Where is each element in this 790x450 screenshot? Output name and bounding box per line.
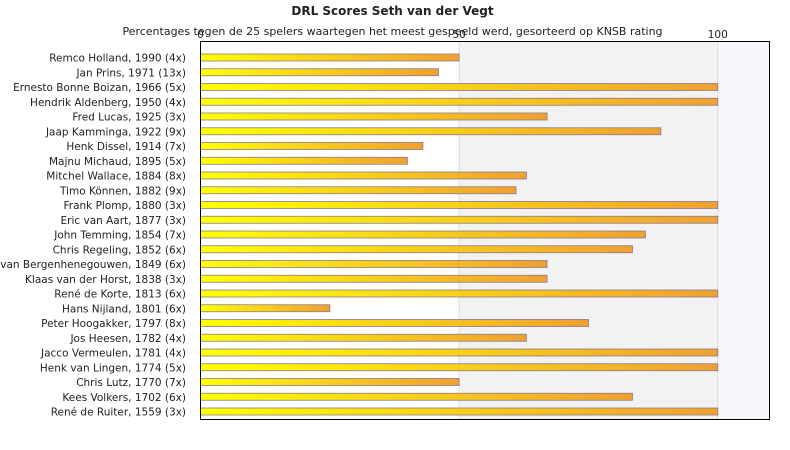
category-label: Jos Heesen, 1782 (4x) — [69, 333, 186, 345]
category-label: Jan Prins, 1971 (13x) — [75, 67, 186, 79]
bar — [200, 289, 719, 298]
category-label: Henk van Lingen, 1774 (5x) — [40, 362, 186, 374]
category-label: Timo Können, 1882 (9x) — [59, 185, 186, 197]
category-label: Hans Nijland, 1801 (6x) — [62, 303, 186, 315]
category-label: Wim van Bergenhenegouwen, 1849 (6x) — [0, 259, 186, 271]
category-label: Ernesto Bonne Boizan, 1966 (5x) — [13, 82, 186, 94]
bar — [200, 112, 548, 121]
chart-subtitle: Percentages tegen de 25 spelers waartege… — [122, 25, 663, 38]
bar — [200, 230, 646, 239]
category-label: Remco Holland, 1990 (4x) — [49, 53, 186, 65]
category-label: René de Ruiter, 1559 (3x) — [51, 407, 186, 419]
bar — [200, 215, 719, 224]
bar — [200, 53, 460, 62]
x-tick-label: 50 — [452, 29, 465, 41]
bar — [200, 83, 719, 91]
chart-title: DRL Scores Seth van der Vegt — [291, 4, 494, 18]
bar — [200, 260, 548, 268]
bar — [200, 142, 424, 150]
category-label: Kees Volkers, 1702 (6x) — [62, 392, 186, 404]
bar — [200, 156, 408, 165]
bar — [200, 97, 719, 106]
bar — [200, 348, 719, 357]
category-label: Jacco Vermeulen, 1781 (4x) — [40, 348, 186, 360]
bar — [200, 392, 633, 401]
bar — [200, 319, 589, 327]
bar — [200, 378, 460, 386]
category-label: Chris Regeling, 1852 (6x) — [53, 244, 186, 256]
bar — [200, 201, 719, 209]
bar — [200, 127, 662, 136]
bar — [200, 68, 439, 77]
bar — [200, 186, 517, 195]
category-label: Chris Lutz, 1770 (7x) — [76, 377, 186, 389]
category-label: Mitchel Wallace, 1884 (8x) — [46, 171, 186, 183]
category-label: René de Korte, 1813 (6x) — [54, 289, 186, 301]
category-label: Frank Plomp, 1880 (3x) — [64, 200, 187, 212]
bar — [200, 304, 331, 313]
bar — [200, 171, 527, 180]
bar — [200, 407, 719, 416]
x-tick-label: 100 — [708, 29, 728, 41]
bar — [200, 245, 633, 254]
category-label: John Temming, 1854 (7x) — [53, 230, 186, 242]
category-label: Jaap Kamminga, 1922 (9x) — [45, 126, 186, 138]
bar — [200, 274, 548, 283]
x-tick-label: 0 — [197, 29, 204, 41]
category-label: Peter Hoogakker, 1797 (8x) — [41, 318, 186, 330]
grid-band — [717, 41, 770, 420]
category-label: Henk Dissel, 1914 (7x) — [66, 141, 186, 153]
category-label: Fred Lucas, 1925 (3x) — [72, 112, 186, 124]
category-label: Klaas van der Horst, 1838 (3x) — [25, 274, 186, 286]
category-label: Hendrik Aldenberg, 1950 (4x) — [30, 97, 186, 109]
category-label: Majnu Michaud, 1895 (5x) — [49, 156, 186, 168]
plot-area — [200, 41, 770, 420]
bar — [200, 333, 527, 342]
bar — [200, 363, 719, 372]
category-label: Eric van Aart, 1877 (3x) — [61, 215, 187, 227]
